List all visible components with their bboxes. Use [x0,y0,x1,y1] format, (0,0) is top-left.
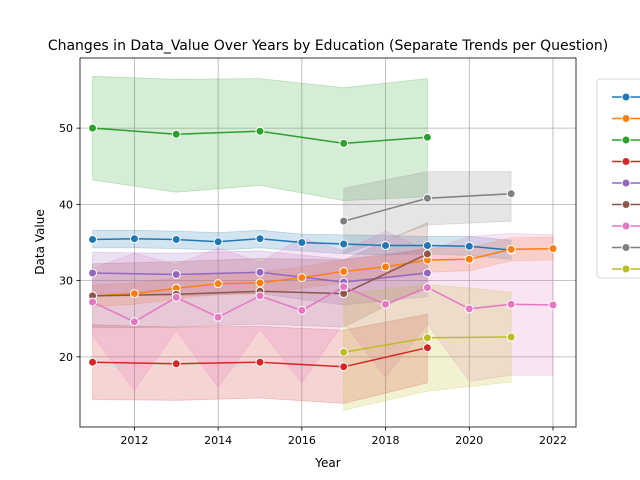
series-1-point [548,244,558,254]
legend-marker-series-3 [621,157,631,166]
y-tick-label: 20 [59,351,73,364]
series-2-point [339,138,349,148]
series-3-point [339,362,349,372]
series-4-point [88,268,98,278]
series-6-point [339,282,349,292]
series-6-point [171,292,181,302]
legend [596,78,640,279]
series-2-point [171,129,181,139]
legend-marker-series-8 [621,264,631,274]
y-axis-ticks: 20 30 40 50 [59,122,80,364]
series-1-point [255,278,265,288]
series-8-point [339,347,349,357]
series-7-point [422,193,432,203]
series-6-point [88,297,98,307]
chart-title: Changes in Data_Value Over Years by Educ… [48,38,608,54]
legend-marker-series-7 [621,243,631,252]
series-1-point [339,266,349,276]
series-0-point [339,239,349,249]
series-4-point [422,268,432,278]
x-tick-label: 2020 [455,434,483,447]
series-0-point [213,237,223,247]
series-6-point [506,299,516,309]
series-4-point [171,270,181,280]
series-1-point [506,244,516,254]
y-tick-label: 50 [59,122,73,135]
legend-marker-series-5 [621,200,631,209]
y-axis-label: Data Value [33,209,47,274]
series-1-point [464,254,474,264]
series-3-point [255,357,265,367]
series-2-point [255,126,265,136]
series-8-point [506,332,516,342]
series-6-point [255,291,265,301]
series-1-point [381,262,391,272]
series-6-point [381,299,391,309]
series-markers [88,123,558,372]
series-0-point [171,234,181,244]
x-tick-label: 2012 [120,434,148,447]
series-6-point [464,304,474,314]
legend-marker-series-1 [621,114,631,123]
x-tick-label: 2014 [204,434,232,447]
series-0-point [422,241,432,251]
x-tick-label: 2018 [372,434,400,447]
legend-marker-series-4 [621,178,631,188]
series-2-point [88,123,98,133]
series-0-point [297,238,307,247]
series-8-point [422,333,432,343]
legend-marker-series-0 [621,92,631,102]
series-6-line [92,285,554,323]
series-0-point [464,241,474,251]
plot-frame [79,57,577,428]
series-7-point [339,216,349,226]
series-5-point [422,249,432,259]
y-tick-label: 30 [59,275,73,288]
series-3-point [88,357,98,367]
y-tick-label: 40 [59,198,73,211]
series-6-point [548,300,558,310]
series-0-point [255,234,265,244]
x-tick-label: 2016 [288,434,316,447]
x-axis-label: Year [314,456,340,470]
series-2-point [422,132,432,142]
series-0-point [381,241,391,251]
series-6-point [213,312,223,322]
series-1-point [129,289,139,299]
series-3-point [422,343,432,353]
legend-marker-series-6 [621,221,631,231]
series-1-point [297,273,307,283]
series-3-point [171,359,181,369]
series-7-point [506,189,516,199]
series-4-point [255,267,265,277]
legend-marker-series-2 [621,135,631,145]
series-7-confidence-band [343,171,512,255]
series-0-point [88,234,98,244]
series-6-confidence-band [92,230,554,392]
series-6-point [129,317,139,327]
x-axis-ticks: 2012 2014 2016 2018 2020 2022 [120,427,567,447]
x-tick-label: 2022 [539,434,567,447]
series-1-line [92,247,554,297]
series-0-point [129,234,139,244]
series-1-point [213,279,223,289]
series-6-point [297,305,307,315]
series-6-point [422,282,432,292]
